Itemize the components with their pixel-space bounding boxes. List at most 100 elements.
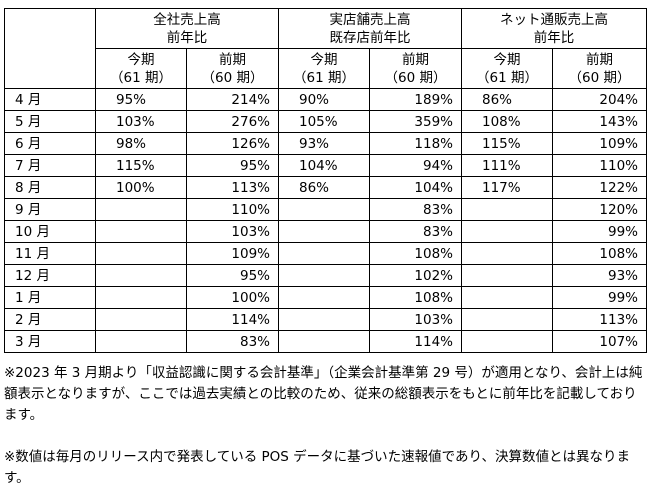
period-number: （60 期） (201, 69, 264, 86)
period-header-cell: 今期 （61 期） (461, 48, 553, 89)
current-period-value-cell: 115% (461, 132, 553, 155)
percent-value: 113% (231, 179, 270, 196)
group-header-online: ネット通販売上高 前年比 (461, 8, 647, 49)
current-period-value-cell: 95% (95, 88, 187, 111)
percent-value: 95% (239, 267, 270, 284)
previous-period-value-cell: 114% (186, 308, 279, 331)
current-period-value-cell (95, 220, 187, 243)
percent-value: 214% (231, 91, 270, 108)
month-cell: 3 月 (4, 330, 96, 353)
group-header-title: 全社売上高 (153, 11, 221, 28)
current-period-value-cell (278, 286, 370, 309)
period-number: （60 期） (568, 69, 631, 86)
percent-value: 103% (116, 113, 155, 130)
percent-value: 99% (607, 223, 638, 240)
percent-value: 83% (422, 201, 453, 218)
previous-period-value-cell: 120% (552, 198, 647, 221)
current-period-value-cell: 104% (278, 154, 370, 177)
current-period-value-cell (95, 242, 187, 265)
percent-value: 93% (607, 267, 638, 284)
percent-value: 204% (599, 91, 638, 108)
current-period-value-cell (461, 220, 553, 243)
previous-period-value-cell: 359% (369, 110, 462, 133)
previous-period-value-cell: 95% (186, 264, 279, 287)
previous-period-value-cell: 94% (369, 154, 462, 177)
current-period-value-cell (461, 242, 553, 265)
percent-value: 104% (414, 179, 453, 196)
group-header-stores: 実店舗売上高 既存店前年比 (278, 8, 462, 49)
current-period-value-cell (461, 330, 553, 353)
current-period-value-cell (278, 198, 370, 221)
group-header-subtitle: 前年比 (166, 29, 208, 46)
previous-period-value-cell: 107% (552, 330, 647, 353)
previous-period-value-cell: 104% (369, 176, 462, 199)
previous-period-value-cell: 110% (552, 154, 647, 177)
group-header-subtitle: 既存店前年比 (329, 29, 411, 46)
previous-period-value-cell: 109% (186, 242, 279, 265)
group-header-title: ネット通販売上高 (500, 11, 608, 28)
previous-period-value-cell: 143% (552, 110, 647, 133)
previous-period-value-cell: 109% (552, 132, 647, 155)
group-header-subtitle: 前年比 (533, 29, 575, 46)
percent-value: 111% (482, 157, 521, 174)
previous-period-value-cell: 93% (552, 264, 647, 287)
percent-value: 93% (299, 135, 330, 152)
percent-value: 114% (231, 311, 270, 328)
footnotes: ※2023 年 3 月期より「収益認識に関する会計基準」（企業会計基準第 29 … (4, 363, 644, 489)
percent-value: 276% (231, 113, 270, 130)
percent-value: 95% (239, 157, 270, 174)
previous-period-value-cell: 103% (369, 308, 462, 331)
previous-period-value-cell: 83% (369, 198, 462, 221)
current-period-value-cell: 90% (278, 88, 370, 111)
group-header-row: 全社売上高 前年比 実店舗売上高 既存店前年比 ネット通販売上高 前年比 (4, 8, 647, 89)
current-period-value-cell (95, 198, 187, 221)
percent-value: 113% (599, 311, 638, 328)
group-header-company: 全社売上高 前年比 (95, 8, 279, 49)
current-period-value-cell: 117% (461, 176, 553, 199)
month-cell: 11 月 (4, 242, 96, 265)
percent-value: 90% (299, 91, 330, 108)
current-period-value-cell (461, 308, 553, 331)
percent-value: 359% (414, 113, 453, 130)
percent-value: 100% (231, 289, 270, 306)
current-period-value-cell (461, 264, 553, 287)
footnote-accounting-standard: ※2023 年 3 月期より「収益認識に関する会計基準」（企業会計基準第 29 … (4, 365, 643, 423)
previous-period-value-cell: 99% (552, 286, 647, 309)
percent-value: 105% (299, 113, 338, 130)
month-cell: 6 月 (4, 132, 96, 155)
percent-value: 86% (482, 91, 513, 108)
table-row: 11 月 109% 108% 108% (4, 242, 647, 265)
month-cell: 9 月 (4, 198, 96, 221)
current-period-value-cell (95, 308, 187, 331)
table-row: 2 月 114% 103% 113% (4, 308, 647, 331)
current-period-value-cell (278, 220, 370, 243)
percent-value: 189% (414, 91, 453, 108)
percent-value: 109% (599, 135, 638, 152)
previous-period-value-cell: 126% (186, 132, 279, 155)
month-cell: 4 月 (4, 88, 96, 111)
previous-period-value-cell: 103% (186, 220, 279, 243)
table-row: 8 月 100% 113% 86% 104% 117% 122% (4, 176, 647, 199)
current-period-value-cell: 98% (95, 132, 187, 155)
table-row: 5 月 103% 276% 105% 359% 108% 143% (4, 110, 647, 133)
percent-value: 98% (116, 135, 147, 152)
percent-value: 94% (422, 157, 453, 174)
month-cell: 8 月 (4, 176, 96, 199)
previous-period-value-cell: 108% (552, 242, 647, 265)
previous-period-value-cell: 189% (369, 88, 462, 111)
percent-value: 108% (414, 289, 453, 306)
table-row: 10 月 103% 83% 99% (4, 220, 647, 243)
previous-period-value-cell: 108% (369, 286, 462, 309)
percent-value: 99% (607, 289, 638, 306)
period-label: 前期 (219, 51, 246, 68)
period-header-cell: 前期 （60 期） (186, 48, 279, 89)
percent-value: 118% (414, 135, 453, 152)
period-number: （61 期） (476, 69, 538, 86)
period-header-cell: 前期 （60 期） (552, 48, 647, 89)
previous-period-value-cell: 118% (369, 132, 462, 155)
current-period-value-cell (95, 330, 187, 353)
percent-value: 110% (599, 157, 638, 174)
previous-period-value-cell: 100% (186, 286, 279, 309)
percent-value: 83% (239, 333, 270, 350)
percent-value: 108% (414, 245, 453, 262)
